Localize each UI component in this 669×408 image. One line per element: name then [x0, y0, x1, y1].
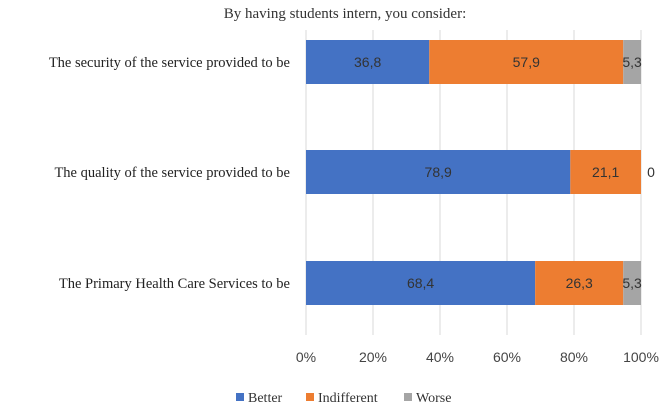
data-label: 0: [647, 164, 655, 180]
category-label: The security of the service provided to …: [49, 55, 290, 71]
x-tick-label: 100%: [623, 349, 659, 365]
data-label: 78,9: [425, 164, 452, 180]
category-label: The quality of the service provided to b…: [54, 165, 290, 181]
legend-label: Indifferent: [318, 391, 378, 406]
x-tick-label: 80%: [560, 349, 588, 365]
category-labels: The security of the service provided to …: [49, 55, 290, 292]
data-label: 57,9: [513, 54, 540, 70]
bar-segment: [535, 261, 624, 305]
bar-segment: [306, 40, 430, 84]
data-label: 68,4: [407, 275, 434, 291]
legend-label: Worse: [416, 391, 451, 406]
bar-segment: [623, 40, 641, 84]
category-label: The Primary Health Care Services to be: [59, 276, 290, 292]
legend-label: Better: [248, 391, 283, 406]
chart-title: By having students intern, you consider:: [224, 6, 466, 22]
bars: [306, 40, 641, 305]
data-label: 5,3: [622, 54, 642, 70]
bar-segment: [570, 150, 641, 194]
x-tick-label: 40%: [426, 349, 454, 365]
bar-segment: [429, 40, 624, 84]
bar-segment: [306, 150, 571, 194]
x-axis-ticks: 0% 20% 40% 60% 80% 100%: [296, 349, 659, 365]
data-label: 5,3: [622, 275, 642, 291]
legend-swatch: [236, 393, 244, 401]
bar-segment: [306, 261, 536, 305]
legend-swatch: [306, 393, 314, 401]
x-tick-label: 60%: [493, 349, 521, 365]
legend: Better Indifferent Worse: [236, 391, 451, 406]
data-labels: 36,8 57,9 5,3 78,9 21,1 0 68,4 26,3 5,3: [354, 54, 655, 291]
data-label: 36,8: [354, 54, 381, 70]
bar-segment: [623, 261, 641, 305]
data-label: 21,1: [592, 164, 619, 180]
data-label: 26,3: [566, 275, 593, 291]
x-tick-label: 0%: [296, 349, 316, 365]
x-tick-label: 20%: [359, 349, 387, 365]
legend-swatch: [404, 393, 412, 401]
